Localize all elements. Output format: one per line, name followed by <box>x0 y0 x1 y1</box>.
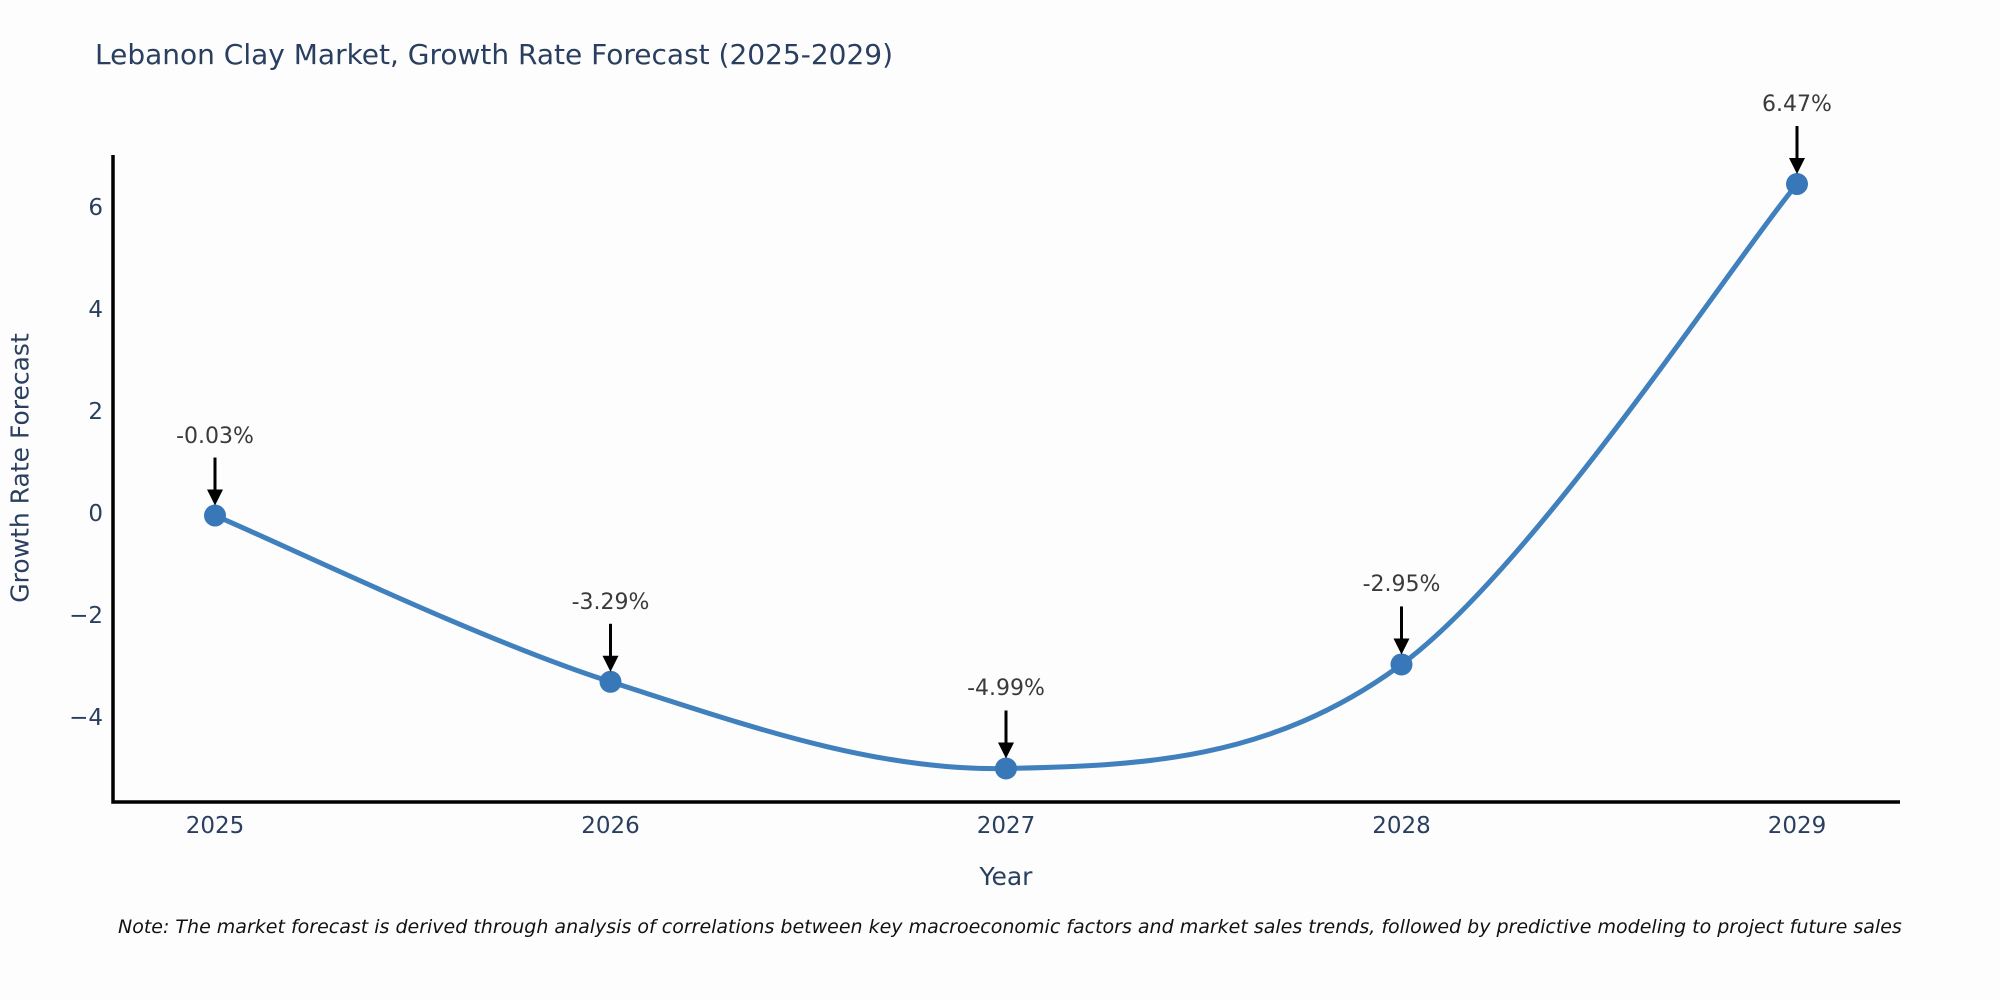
x-tick-label: 2028 <box>1372 813 1431 839</box>
x-tick-label: 2025 <box>185 813 245 839</box>
data-point-marker <box>204 504 226 527</box>
point-annotation-label: -0.03% <box>176 423 254 449</box>
y-tick-label: −4 <box>69 705 103 731</box>
y-axis-label: Growth Rate Forecast <box>5 333 35 603</box>
chart-title: Lebanon Clay Market, Growth Rate Forecas… <box>95 38 893 71</box>
point-annotation-label: -3.29% <box>571 589 650 615</box>
footnote: Note: The market forecast is derived thr… <box>118 916 1902 938</box>
annotation-arrowhead <box>1393 638 1410 655</box>
data-point-marker <box>995 757 1017 780</box>
y-tick-label: 4 <box>88 297 103 323</box>
annotation-arrowhead <box>602 655 619 672</box>
y-tick-label: 0 <box>88 501 103 527</box>
x-tick-label: 2026 <box>581 813 640 839</box>
x-tick-label: 2027 <box>976 813 1036 839</box>
x-axis-label: Year <box>979 862 1033 891</box>
data-point-marker <box>1786 173 1808 196</box>
x-tick-label: 2029 <box>1767 813 1827 839</box>
point-annotation-label: 6.47% <box>1762 92 1832 118</box>
y-tick-label: −2 <box>69 603 103 629</box>
axis-spines <box>111 155 1900 804</box>
y-tick-label: 6 <box>88 195 103 221</box>
annotation-arrowhead <box>207 489 223 506</box>
line-series <box>212 181 1800 772</box>
data-point-marker <box>1390 653 1413 676</box>
data-point-marker <box>599 670 622 693</box>
point-annotation-label: -4.99% <box>967 676 1045 702</box>
annotation-arrowhead <box>1789 158 1805 175</box>
point-annotation-label: -2.95% <box>1362 572 1441 598</box>
annotation-arrowhead <box>998 742 1014 759</box>
y-tick-label: 2 <box>88 399 103 425</box>
